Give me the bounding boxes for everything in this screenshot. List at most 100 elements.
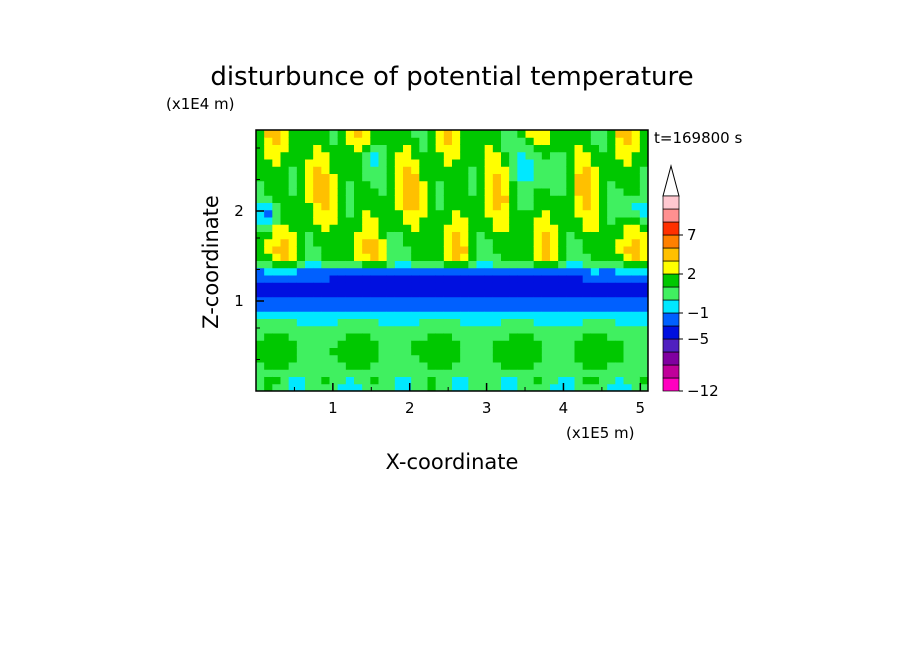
heatmap-cell xyxy=(435,246,445,254)
heatmap-cell xyxy=(264,296,273,305)
heatmap-cell xyxy=(541,325,551,334)
heatmap-cell xyxy=(419,224,428,232)
heatmap-cell xyxy=(615,159,624,167)
heatmap-cell xyxy=(492,347,502,356)
heatmap-cell xyxy=(492,267,502,276)
heatmap-cell xyxy=(337,369,347,377)
heatmap-cell xyxy=(631,130,641,138)
heatmap-cell xyxy=(313,311,322,319)
heatmap-cell xyxy=(403,340,412,348)
heatmap-cell xyxy=(525,130,535,138)
heatmap-cell xyxy=(541,159,551,167)
heatmap-cell xyxy=(305,238,314,247)
heatmap-cell xyxy=(313,354,322,363)
heatmap-cell xyxy=(492,159,502,167)
heatmap-cell xyxy=(296,376,306,385)
heatmap-cell xyxy=(607,383,616,392)
heatmap-cell xyxy=(378,130,388,138)
heatmap-cell xyxy=(296,173,306,182)
heatmap-cell xyxy=(541,347,551,356)
heatmap-cell xyxy=(313,231,322,240)
heatmap-cell xyxy=(599,311,608,319)
heatmap-cell xyxy=(370,180,379,189)
heatmap-cell xyxy=(599,282,608,290)
heatmap-cell xyxy=(313,166,322,174)
heatmap-cell xyxy=(541,333,551,341)
colorbar-segment xyxy=(662,377,680,392)
heatmap-cell xyxy=(599,260,608,269)
heatmap-cell xyxy=(329,318,339,327)
heatmap-cell xyxy=(509,180,518,189)
heatmap-cell xyxy=(419,325,428,334)
heatmap-cell xyxy=(468,383,477,392)
heatmap-cell xyxy=(403,137,412,145)
heatmap-cell xyxy=(517,137,526,145)
heatmap-cell xyxy=(280,354,290,363)
heatmap-cell xyxy=(386,195,396,203)
heatmap-cell xyxy=(264,282,273,290)
heatmap-cell xyxy=(435,383,445,392)
heatmap-cell xyxy=(476,260,486,269)
heatmap-cell xyxy=(525,253,535,261)
heatmap-cell xyxy=(296,188,306,196)
heatmap-cell xyxy=(631,282,641,290)
heatmap-cell xyxy=(256,159,265,167)
heatmap-cell xyxy=(566,376,575,385)
heatmap-cell xyxy=(403,151,412,160)
heatmap-cell xyxy=(394,354,404,363)
heatmap-cell xyxy=(460,333,469,341)
heatmap-cell xyxy=(452,354,461,363)
heatmap-cell xyxy=(354,195,363,203)
heatmap-cell xyxy=(615,144,624,153)
heatmap-cell xyxy=(435,231,445,240)
heatmap-cell xyxy=(394,238,404,247)
heatmap-cell xyxy=(623,362,633,370)
heatmap-cell xyxy=(509,267,518,276)
heatmap-cell xyxy=(525,362,535,370)
heatmap-cell xyxy=(403,311,412,319)
heatmap-cell xyxy=(443,369,453,377)
heatmap-cell xyxy=(435,376,445,385)
heatmap-cell xyxy=(329,180,339,189)
heatmap-cell xyxy=(476,275,486,283)
heatmap-cell xyxy=(501,188,510,196)
heatmap-cell xyxy=(386,144,396,153)
heatmap-cell xyxy=(574,383,584,392)
heatmap-cell xyxy=(378,144,388,153)
heatmap-cell xyxy=(313,362,322,370)
heatmap-cell xyxy=(590,289,600,298)
heatmap-cell xyxy=(337,354,347,363)
heatmap-cell xyxy=(484,173,494,182)
heatmap-cell xyxy=(623,275,633,283)
heatmap-cell xyxy=(296,246,306,254)
heatmap-cell xyxy=(345,137,355,145)
x-tick-label: 4 xyxy=(559,399,569,417)
heatmap-cell xyxy=(631,333,641,341)
heatmap-cell xyxy=(362,246,371,254)
heatmap-cell xyxy=(541,217,551,225)
heatmap-cell xyxy=(280,282,290,290)
heatmap-cell xyxy=(631,217,641,225)
heatmap-cell xyxy=(337,137,347,145)
heatmap-cell xyxy=(288,224,298,232)
heatmap-cell xyxy=(631,275,641,283)
heatmap-cell xyxy=(599,362,608,370)
heatmap-cell xyxy=(411,202,420,211)
heatmap-cell xyxy=(509,282,518,290)
heatmap-cell xyxy=(321,362,330,370)
heatmap-cell xyxy=(468,224,477,232)
heatmap-cell xyxy=(296,354,306,363)
heatmap-cell xyxy=(378,304,388,312)
heatmap-cell xyxy=(419,166,428,174)
heatmap-cell xyxy=(509,325,518,334)
heatmap-cell xyxy=(607,347,616,356)
heatmap-cell xyxy=(329,333,339,341)
heatmap-cell xyxy=(452,195,461,203)
heatmap-cell xyxy=(517,130,526,138)
heatmap-cell xyxy=(272,354,281,363)
heatmap-cell xyxy=(313,260,322,269)
heatmap-cell xyxy=(321,202,330,211)
heatmap-cell xyxy=(345,369,355,377)
heatmap-cell xyxy=(435,151,445,160)
heatmap-cell xyxy=(615,318,624,327)
